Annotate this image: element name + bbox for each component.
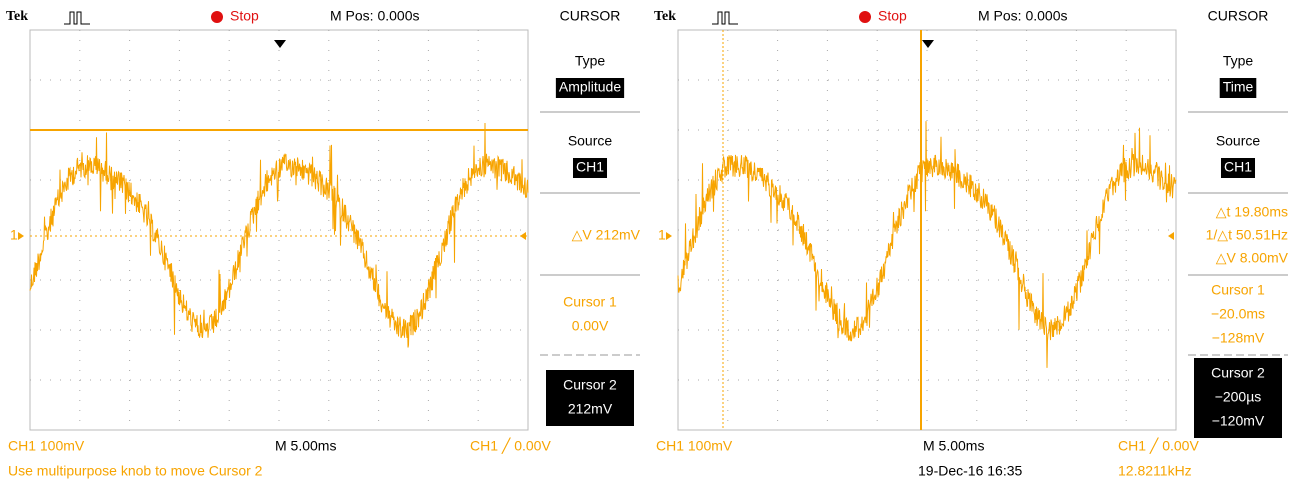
scope-screen: Tek Stop M Pos: 0.000s CURSOR 1 Type Amplitude… <box>6 8 641 479</box>
channel-arrow <box>18 232 24 240</box>
readout: △t 19.80ms <box>1216 204 1288 220</box>
brand: Tek <box>654 9 676 24</box>
timebase: M 5.00ms <box>923 438 984 454</box>
menu-label: Source <box>1216 133 1261 149</box>
stop-icon <box>211 11 223 23</box>
cursor-value: 212mV <box>568 401 613 417</box>
channel-marker: 1 <box>10 227 18 243</box>
cursor-value: 0.00V <box>572 318 609 334</box>
acquire-icon <box>64 12 90 24</box>
readout: △V 8.00mV <box>1216 250 1289 266</box>
menu-label: Type <box>575 53 606 69</box>
menu-label: Type <box>1223 53 1254 69</box>
cursor-value: −120mV <box>1212 413 1265 429</box>
menu-title: CURSOR <box>1208 8 1269 24</box>
position: M Pos: 0.000s <box>330 8 420 24</box>
readout: △V 212mV <box>572 227 641 243</box>
run-status: Stop <box>878 8 907 24</box>
cursor-label: Cursor 1 <box>563 294 617 310</box>
menu-value: Time <box>1223 79 1254 95</box>
menu-value: CH1 <box>1224 159 1252 175</box>
cursor-label: Cursor 2 <box>1211 365 1265 381</box>
cursor-value: −20.0ms <box>1211 306 1265 322</box>
trigger-frequency: 12.8211kHz <box>1118 463 1192 479</box>
menu-label: Source <box>568 133 613 149</box>
position: M Pos: 0.000s <box>978 8 1068 24</box>
cursor-value: −200µs <box>1215 389 1262 405</box>
date-time: 19-Dec-16 16:35 <box>918 463 1023 479</box>
oscilloscope-screens: Tek Stop M Pos: 0.000s CURSOR 1 Type Amplitude… <box>0 0 1298 484</box>
menu-value: CH1 <box>576 159 604 175</box>
cursor-label: Cursor 1 <box>1211 282 1265 298</box>
brand: Tek <box>6 9 28 24</box>
trigger-setting: CH1 ╱ 0.00V <box>470 438 551 455</box>
channel-scale: CH1 100mV <box>8 438 85 454</box>
channel-scale: CH1 100mV <box>656 438 733 454</box>
status-message: Use multipurpose knob to move Cursor 2 <box>8 463 263 479</box>
cursor-label: Cursor 2 <box>563 377 617 393</box>
menu-title: CURSOR <box>560 8 621 24</box>
menu-value: Amplitude <box>559 79 621 95</box>
scope-screen: Tek Stop M Pos: 0.000s CURSOR 1 Type Time Sourc… <box>654 8 1289 479</box>
readout: 1/△t 50.51Hz <box>1206 227 1288 243</box>
timebase: M 5.00ms <box>275 438 336 454</box>
channel-arrow <box>666 232 672 240</box>
trigger-setting: CH1 ╱ 0.00V <box>1118 438 1199 455</box>
stop-icon <box>859 11 871 23</box>
cursor-value: −128mV <box>1212 330 1265 346</box>
channel-marker: 1 <box>658 227 666 243</box>
acquire-icon <box>712 12 738 24</box>
run-status: Stop <box>230 8 259 24</box>
